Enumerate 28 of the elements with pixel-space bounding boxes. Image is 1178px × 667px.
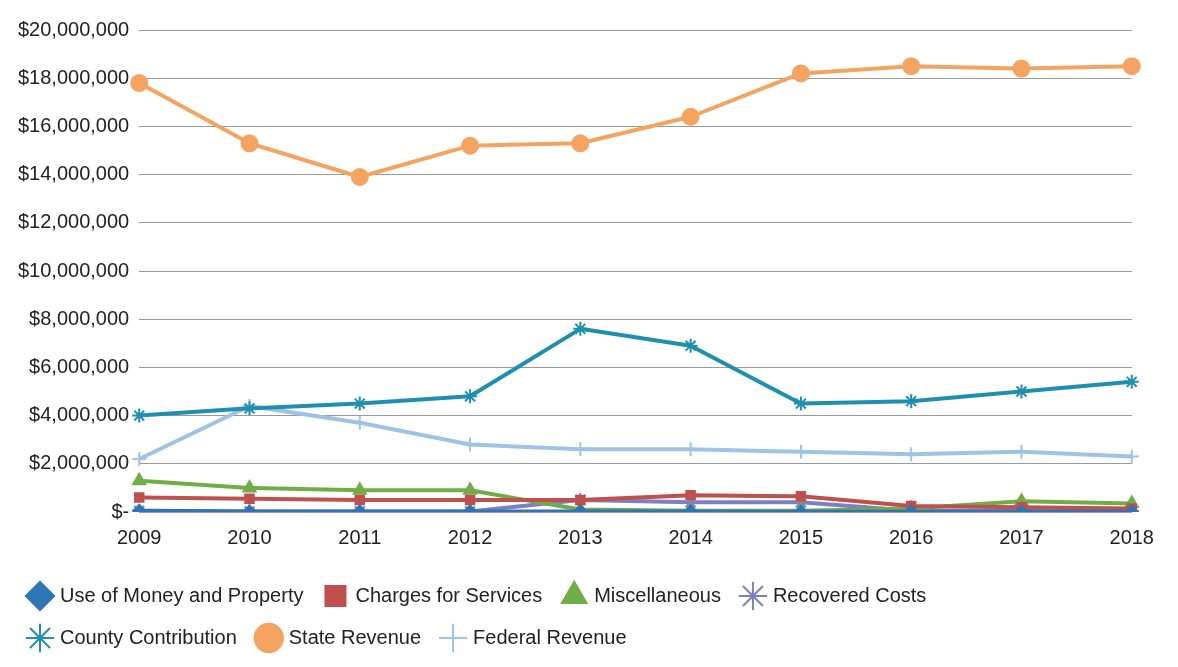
y-tick-label: $18,000,000 xyxy=(17,65,130,88)
x-tick-label: 2011 xyxy=(338,525,382,548)
y-tick-label: $2,000,000 xyxy=(29,451,130,474)
y-tick-label: $4,000,000 xyxy=(29,403,130,426)
y-tick-label: $12,000,000 xyxy=(17,210,130,233)
y-tick-label: $8,000,000 xyxy=(29,306,130,329)
x-tick-label: 2018 xyxy=(1109,525,1154,548)
x-tick-label: 2010 xyxy=(227,525,272,548)
legend-label: County Contribution xyxy=(60,625,237,648)
y-tick-label: $14,000,000 xyxy=(17,162,130,185)
legend-label: Use of Money and Property xyxy=(60,583,304,606)
x-tick-label: 2017 xyxy=(999,525,1044,548)
x-tick-label: 2013 xyxy=(558,525,603,548)
legend-label: Federal Revenue xyxy=(473,625,627,648)
y-tick-label: $20,000,000 xyxy=(17,17,130,40)
x-tick-label: 2012 xyxy=(447,525,493,548)
y-tick-label: $6,000,000 xyxy=(29,354,130,377)
x-tick-label: 2014 xyxy=(668,525,713,548)
legend-label: Miscellaneous xyxy=(594,583,721,606)
y-tick-label: $16,000,000 xyxy=(17,113,130,136)
legend-label: Recovered Costs xyxy=(772,583,927,606)
x-tick-label: 2009 xyxy=(116,525,162,548)
y-tick-label: $- xyxy=(111,499,130,522)
x-tick-label: 2016 xyxy=(888,525,934,548)
legend-label: State Revenue xyxy=(288,625,422,648)
x-tick-label: 2015 xyxy=(778,525,824,548)
legend-label: Charges for Services xyxy=(355,583,543,606)
y-tick-label: $10,000,000 xyxy=(17,258,130,281)
